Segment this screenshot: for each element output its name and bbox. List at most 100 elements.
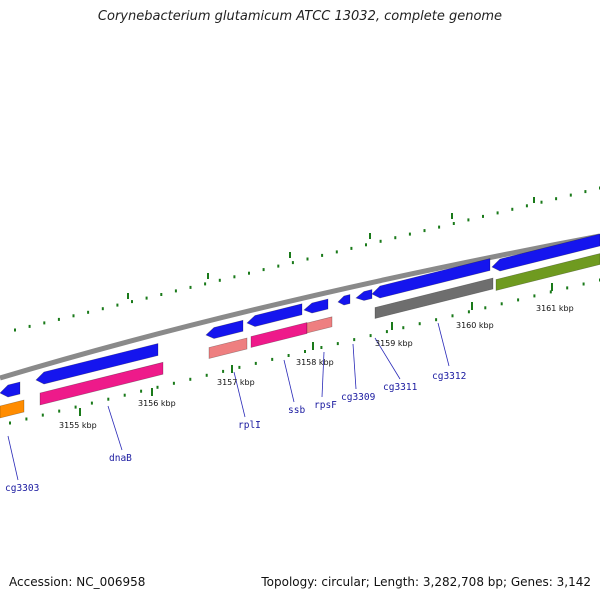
scale-minor-tick (353, 338, 356, 342)
ring-dot (423, 229, 426, 233)
ring-dot (277, 264, 280, 268)
label-leader (437, 322, 450, 367)
gene-cds-arrow (0, 381, 21, 398)
ring-dot (438, 225, 441, 229)
scale-minor-tick (156, 385, 159, 389)
scale-minor-tick (369, 334, 372, 338)
genome-backbone (0, 233, 600, 381)
gene-cds-arrow (337, 294, 351, 306)
scale-minor-tick (533, 294, 536, 298)
gene-name-label: cg3311 (383, 382, 418, 393)
ring-dot (394, 236, 397, 240)
scale-minor-tick (205, 373, 208, 377)
ring-dot (160, 293, 163, 296)
scale-minor-tick (549, 290, 552, 294)
label-leader (7, 435, 19, 481)
gene-category-bar (0, 399, 25, 419)
ring-dot (101, 307, 104, 311)
gene-category-bar (495, 253, 600, 291)
ring-dot (72, 314, 75, 318)
scale-minor-tick (271, 357, 274, 361)
gene-name-label: cg3303 (5, 483, 39, 494)
scale-minor-tick (451, 314, 454, 318)
gene-cds-arrow (205, 319, 244, 339)
ring-dot (14, 328, 16, 332)
ring-dot (584, 190, 587, 194)
scale-kbp-label: 3159 kbp (375, 339, 413, 348)
gene-cds-arrow (491, 233, 600, 272)
label-leader (321, 351, 325, 398)
ring-dot (569, 193, 572, 197)
ring-dot (335, 250, 338, 254)
ring-dot (248, 271, 250, 275)
gene-name-label: ssb (288, 405, 305, 416)
gene-category-bar (306, 316, 333, 334)
ring-dot (555, 197, 558, 201)
scale-minor-tick (517, 298, 520, 302)
ring-dot (408, 232, 411, 236)
gene-name-label: dnaB (109, 453, 132, 464)
gene-name-label: rplI (238, 420, 261, 431)
scale-minor-tick (304, 350, 306, 353)
scale-minor-tick (189, 377, 192, 381)
accession-text: Accession: NC_006958 (9, 575, 146, 589)
ring-dot (452, 222, 455, 225)
ring-dot (496, 211, 499, 215)
ring-dot (350, 246, 353, 250)
ring-dot (145, 296, 148, 300)
gene-category-bar (374, 277, 494, 319)
gene-category-bar (250, 322, 308, 348)
scale-minor-tick (435, 318, 438, 322)
gene-cds-arrow (371, 258, 491, 299)
scale-kbp-label: 3160 kbp (456, 321, 494, 330)
ring-dot (482, 214, 484, 218)
ring-dot (321, 253, 324, 257)
scale-minor-tick (287, 354, 290, 357)
scale-minor-tick (336, 342, 339, 346)
scale-minor-tick (238, 365, 241, 369)
gene-features (0, 233, 600, 419)
gene-cds-arrow (355, 289, 373, 301)
scale-minor-tick (90, 401, 93, 405)
ring-dot (511, 207, 514, 211)
ring-dot (291, 261, 294, 265)
scale-minor-tick (418, 322, 421, 326)
scale-minor-tick (254, 361, 257, 365)
scale-major-tick (391, 322, 393, 330)
genome-summary-text: Topology: circular; Length: 3,282,708 bp… (261, 575, 591, 589)
scale-major-tick (312, 342, 314, 350)
ring-major-tick (207, 273, 209, 279)
gene-cds-arrow (303, 298, 329, 314)
ring-dot (204, 282, 207, 286)
gene-category-bar (39, 361, 164, 406)
ring-major-tick (289, 252, 291, 258)
ring-dot (189, 285, 192, 289)
map-title: Corynebacterium glutamicum ATCC 13032, c… (97, 9, 503, 24)
label-leader (374, 337, 401, 380)
scale-minor-tick (9, 421, 11, 425)
scale-minor-tick (385, 330, 388, 334)
label-leader (283, 359, 295, 403)
scale-kbp-label: 3157 kbp (217, 378, 255, 387)
scale-kbp-label: 3155 kbp (59, 421, 97, 430)
scale-major-tick (471, 302, 473, 310)
gene-cds-arrow (246, 303, 303, 327)
gene-category-bar (208, 337, 248, 359)
scale-major-tick (551, 283, 553, 291)
scale-minor-tick (123, 393, 126, 397)
ring-major-tick (451, 213, 453, 219)
ring-dot (262, 268, 265, 272)
ring-dot (43, 321, 46, 325)
gene-name-label: cg3312 (432, 371, 466, 382)
scale-minor-tick (222, 369, 225, 373)
scale-ticks (9, 278, 600, 425)
ring-dot (218, 278, 221, 282)
ring-dot (57, 317, 60, 321)
gene-name-label: cg3309 (341, 392, 376, 403)
scale-minor-tick (484, 306, 487, 310)
label-leader-lines (7, 322, 450, 481)
ring-major-tick (127, 293, 129, 299)
scale-kbp-label: 3161 kbp (536, 304, 574, 313)
ring-dot (174, 289, 177, 293)
